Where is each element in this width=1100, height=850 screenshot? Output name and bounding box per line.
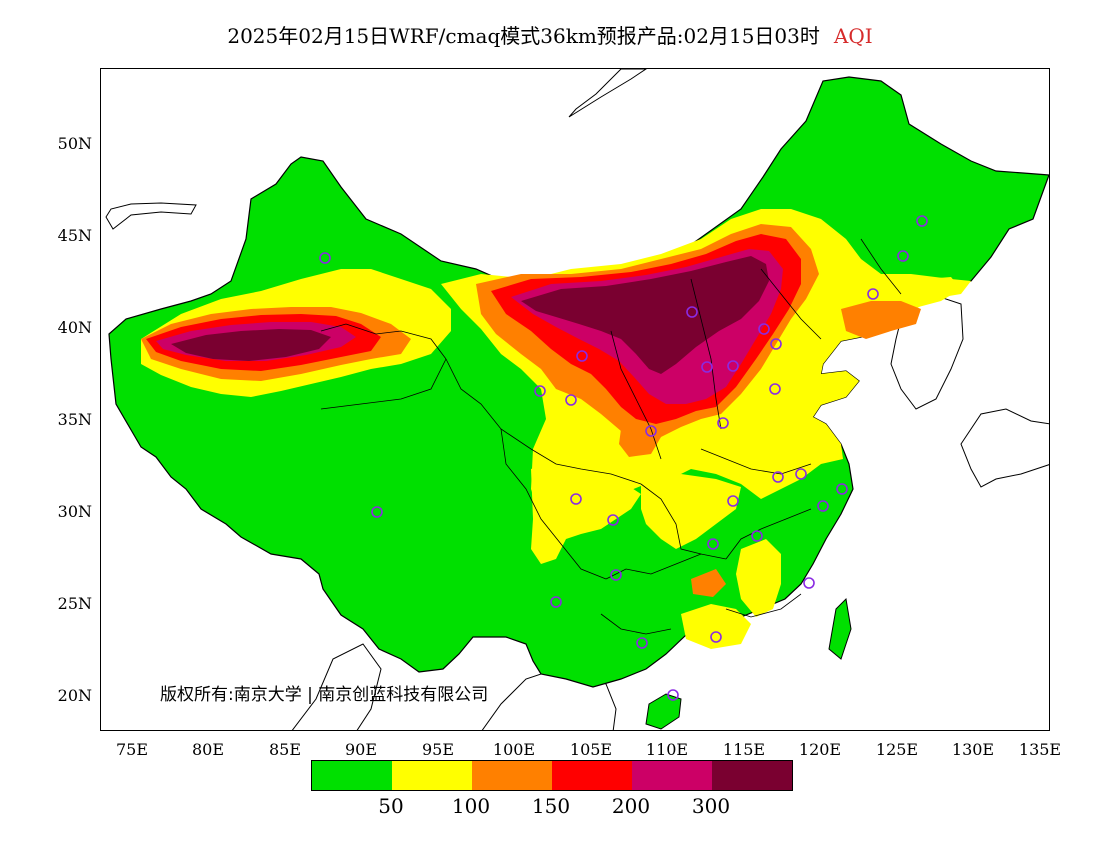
- legend-swatch-good: [312, 761, 392, 790]
- lat-label-45n: 45N: [57, 226, 92, 245]
- station-marker: [607, 514, 619, 526]
- map-frame: [100, 68, 1050, 731]
- lon-label-85e: 85E: [268, 740, 302, 759]
- aqi-yellow-guangdong: [681, 604, 751, 649]
- station-marker: [769, 383, 781, 395]
- outline-kazakhstan: [105, 202, 197, 230]
- lat-label-40n: 40N: [57, 318, 92, 337]
- aqi-yellow-central: [641, 474, 741, 549]
- lon-label-130e: 130E: [951, 740, 995, 759]
- lat-label-35n: 35N: [57, 410, 92, 429]
- lon-label-120e: 120E: [798, 740, 842, 759]
- outline-india: [291, 643, 382, 730]
- station-marker: [534, 385, 546, 397]
- lon-label-115e: 115E: [722, 740, 766, 759]
- legend-swatch-light: [472, 761, 552, 790]
- station-marker: [576, 350, 588, 362]
- map-title: 2025年02月15日WRF/cmaq模式36km预报产品:02月15日03时 A…: [0, 20, 1100, 49]
- taiwan-island: [828, 597, 852, 660]
- lon-label-75e: 75E: [115, 740, 149, 759]
- aqi-maroon-north: [521, 256, 769, 374]
- legend-label-150: 150: [531, 794, 571, 818]
- lon-label-135e: 135E: [1018, 740, 1062, 759]
- station-marker: [550, 596, 562, 608]
- station-marker: [645, 425, 657, 437]
- aqi-orange-liaoning: [841, 301, 921, 339]
- lon-label-95e: 95E: [421, 740, 455, 759]
- aqi-orange-hubei: [619, 424, 661, 457]
- station-marker: [916, 215, 928, 227]
- station-marker: [803, 577, 815, 589]
- station-marker: [717, 417, 729, 429]
- station-marker: [770, 338, 782, 350]
- station-marker: [867, 288, 879, 300]
- legend-label-300: 300: [691, 794, 731, 818]
- lon-label-105e: 105E: [569, 740, 613, 759]
- outline-japan: [960, 408, 1049, 488]
- lon-label-80e: 80E: [191, 740, 225, 759]
- station-marker: [772, 471, 784, 483]
- station-marker: [758, 323, 770, 335]
- station-marker: [707, 538, 719, 550]
- station-marker: [667, 689, 679, 701]
- legend-swatch-heavy: [632, 761, 712, 790]
- station-marker: [836, 483, 848, 495]
- lat-label-50n: 50N: [57, 134, 92, 153]
- aqi-maroon-xinjiang: [171, 329, 331, 361]
- lat-label-25n: 25N: [57, 594, 92, 613]
- station-marker: [701, 361, 713, 373]
- station-marker: [565, 394, 577, 406]
- aqi-yellow-sichuan: [531, 459, 641, 564]
- aqi-orange-hunan: [691, 569, 726, 597]
- lat-label-30n: 30N: [57, 502, 92, 521]
- station-marker: [570, 493, 582, 505]
- station-marker: [795, 468, 807, 480]
- station-marker: [686, 306, 698, 318]
- lon-label-100e: 100E: [492, 740, 536, 759]
- station-markers: [319, 215, 928, 701]
- station-marker: [371, 506, 383, 518]
- station-marker: [636, 637, 648, 649]
- legend-swatch-severe: [712, 761, 792, 790]
- station-marker: [751, 530, 763, 542]
- title-variable: AQI: [833, 24, 873, 48]
- station-marker: [727, 495, 739, 507]
- legend-swatch-moderate: [392, 761, 472, 790]
- title-text: 2025年02月15日WRF/cmaq模式36km预报产品:02月15日03时: [227, 24, 820, 48]
- lat-label-20n: 20N: [57, 686, 92, 705]
- aqi-legend-bar: [311, 760, 793, 791]
- lon-label-90e: 90E: [344, 740, 378, 759]
- lon-label-110e: 110E: [645, 740, 689, 759]
- lon-label-125e: 125E: [875, 740, 919, 759]
- station-marker: [319, 252, 331, 264]
- aqi-yellow-jiangxi: [736, 539, 781, 617]
- legend-label-100: 100: [451, 794, 491, 818]
- aqi-map: [105, 69, 1049, 730]
- legend-label-200: 200: [611, 794, 651, 818]
- station-marker: [897, 250, 909, 262]
- station-marker: [710, 631, 722, 643]
- station-marker: [610, 569, 622, 581]
- province-boundaries: [320, 238, 902, 635]
- hainan-island: [645, 693, 682, 730]
- copyright-text: 版权所有:南京大学 | 南京创蓝科技有限公司: [160, 685, 489, 705]
- station-marker: [817, 500, 829, 512]
- outline-russia-north: [568, 69, 647, 118]
- station-marker: [727, 360, 739, 372]
- legend-swatch-medium: [552, 761, 632, 790]
- legend-label-50: 50: [378, 794, 404, 818]
